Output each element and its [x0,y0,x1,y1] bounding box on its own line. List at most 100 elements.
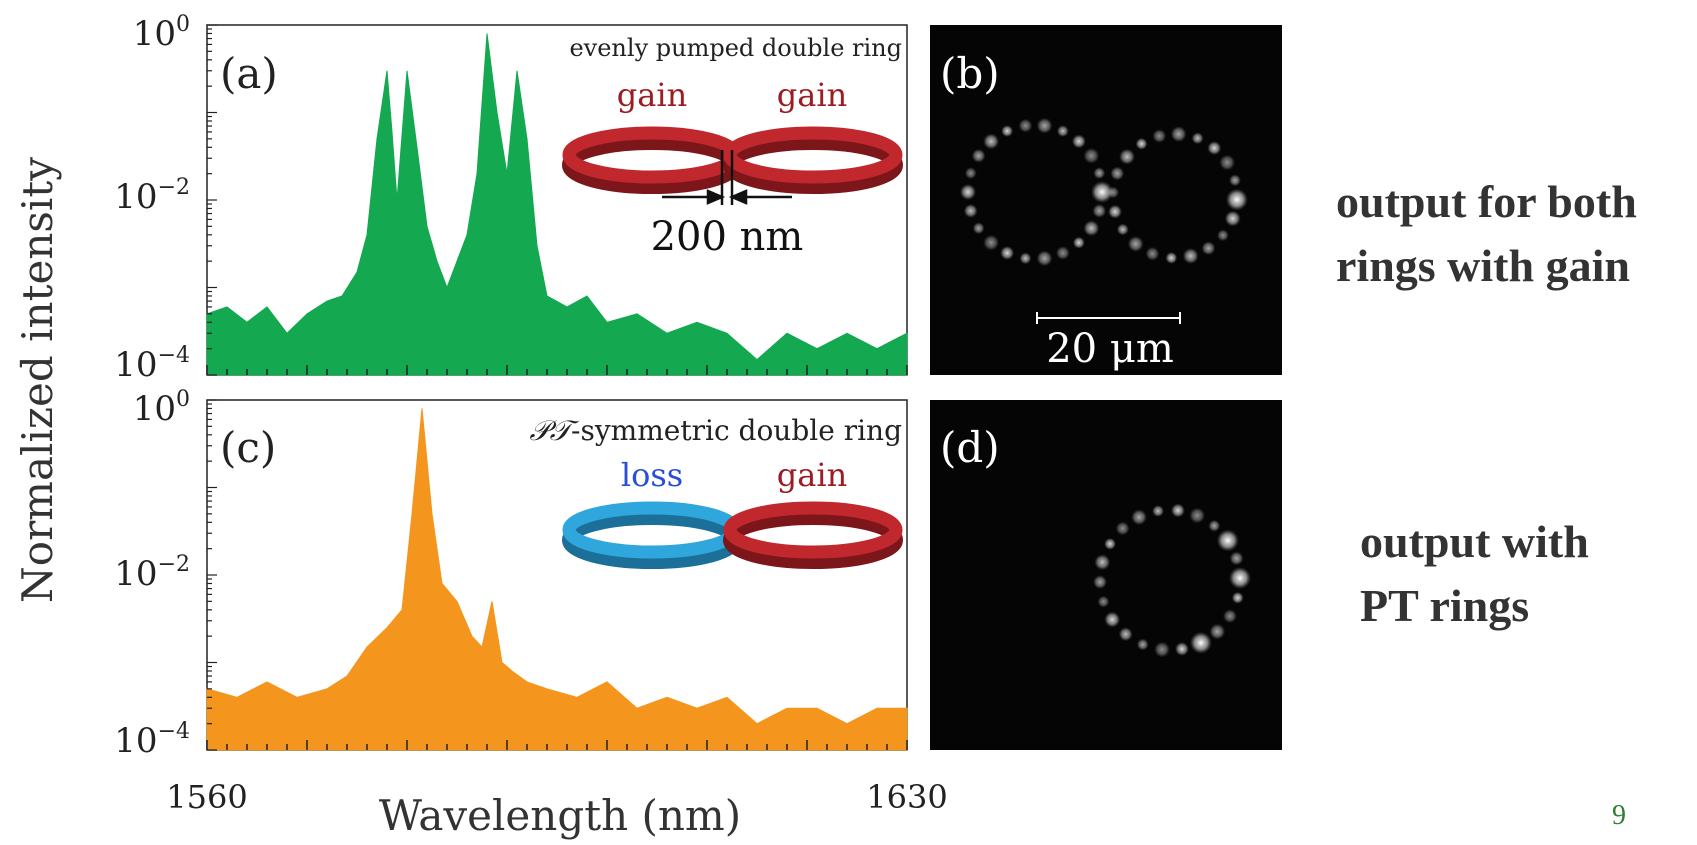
speckle [1118,627,1133,642]
speckle [1152,129,1167,144]
speckle [1224,210,1241,227]
speckle [1225,188,1248,211]
speckle [1110,166,1125,181]
speckle [1127,235,1144,252]
speckle [1135,137,1148,150]
speckle [1094,554,1111,571]
speckle [1083,147,1100,164]
speckle [964,167,977,180]
speckle [1018,118,1033,133]
speckle [972,222,985,235]
speckle [1216,229,1229,242]
page-number: 9 [1612,800,1626,831]
panel-b-ring-image [960,117,1248,267]
y-tick-label-top-a: 100 [133,12,190,54]
panel-c-letter: (c) [220,423,276,472]
panel-a-ring-right [723,126,903,194]
speckle [1119,148,1136,165]
speckle [1189,631,1212,654]
speckle [971,148,986,163]
speckle [1092,203,1107,218]
speckle [1231,591,1244,604]
speckle [963,203,978,218]
speckle [1131,509,1148,526]
panel-c-title-rest: -symmetric double ring [571,414,902,447]
y-tick-label-mid-a: 10−2 [114,175,190,217]
speckle [1170,126,1187,143]
panel-a-letter: (a) [220,49,278,98]
y-tick-label-mid-c: 10−2 [114,552,190,594]
panel-a-gap-marker [662,150,792,205]
side-label-bottom-line-1: output with [1360,516,1589,567]
y-tick-label-bottom-a: 10−4 [114,343,190,385]
panel-b-scale-bar-label: 20 μm [1046,326,1174,372]
side-label-bottom-line-2: PT rings [1360,580,1530,631]
speckle [1071,134,1086,149]
side-label-top-line-2: rings with gain [1336,240,1630,291]
y-tick-label-top-c: 100 [133,387,190,429]
speckle [1228,566,1251,589]
speckle [1208,519,1221,532]
speckle [1154,641,1171,658]
speckle [960,184,976,200]
speckle [1219,154,1236,171]
panel-a-ring-left-label: gain [617,76,687,114]
speckle [1056,125,1069,138]
panel-d: (d) [930,400,1282,750]
panel-c-ring-right [723,501,903,569]
speckle [1001,125,1014,138]
y-tick-label-bottom-c: 10−4 [114,719,190,761]
panel-c-title: 𝒫𝒯-symmetric double ring [529,414,902,447]
panel-b-letter: (b) [940,49,1000,98]
speckle [1091,181,1113,203]
side-label-top: output for both rings with gain [1336,170,1637,298]
speckle [1104,611,1121,628]
speckle [1145,246,1160,261]
speckle [1097,595,1110,608]
panel-b-scale-bar [1036,312,1181,324]
panel-a-ring-right-label: gain [777,76,847,114]
panel-a-gap-label: 200 nm [651,214,804,260]
y-tick-labels: 100 10−2 10−4 100 10−2 10−4 [114,12,190,761]
speckle [1115,521,1130,536]
speckle [1152,505,1165,518]
speckle [1000,245,1015,260]
panel-c-ring-left-label: loss [621,456,683,494]
speckle [1182,247,1199,264]
panel-b: (b) 20 μm [930,25,1282,375]
speckle [1036,117,1053,134]
speckle [1093,575,1108,590]
speckle [1055,245,1070,260]
speckle [1116,223,1129,236]
speckle [1228,174,1241,187]
spectrum-c-area [206,408,908,751]
panel-c-ticks [206,399,908,751]
panel-d-letter: (d) [940,423,1000,472]
panel-d-ring-image [1093,503,1251,658]
panel-a-ticks [206,24,908,376]
speckle [1222,609,1237,624]
speckle [1165,251,1178,264]
speckle [1170,503,1185,518]
speckle [1019,252,1032,265]
speckle [1108,204,1123,219]
speckle [983,133,1000,150]
speckle [983,234,1000,251]
speckle [1229,551,1244,566]
speckle [1107,186,1120,199]
speckle [1174,641,1189,656]
speckle [1207,141,1222,156]
speckle [1209,623,1226,640]
speckle [1036,250,1053,267]
panel-c-ring-right-label: gain [777,456,847,494]
speckle [1189,507,1206,524]
panel-d-frame [930,400,1282,750]
x-tick-label-end: 1630 [866,778,947,816]
speckle [1083,220,1100,237]
speckle [1104,537,1117,550]
x-axis-label: Wavelength (nm) [379,791,741,840]
speckle [1201,241,1216,256]
speckle [1093,167,1106,180]
x-tick-label-start: 1560 [166,778,247,816]
